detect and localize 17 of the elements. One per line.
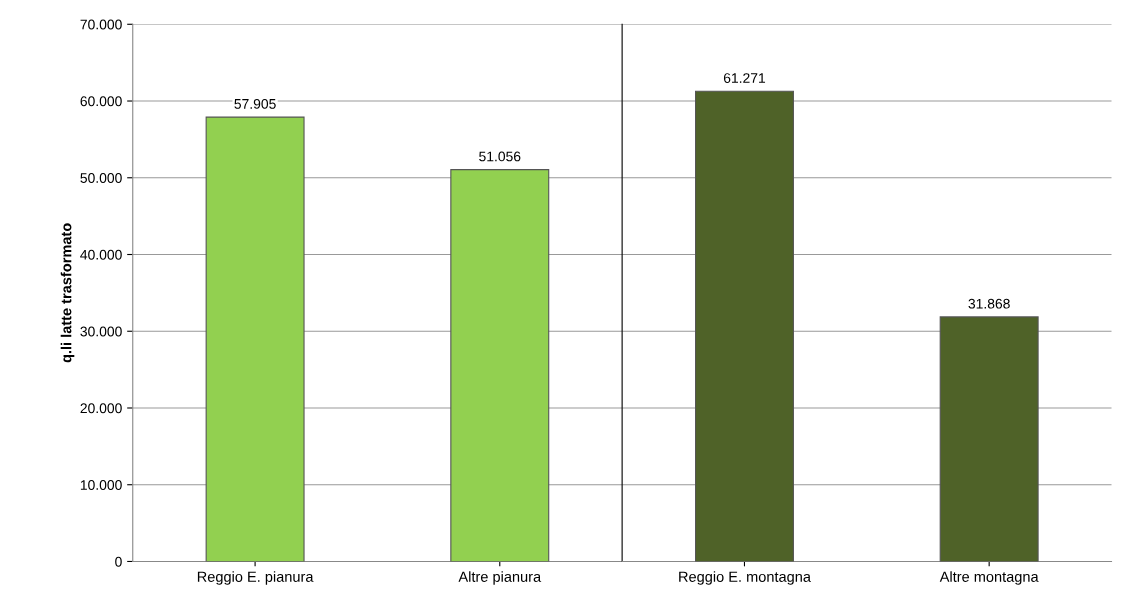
y-tick-label: 10.000 (80, 480, 122, 490)
y-tick-label: 0 (115, 556, 122, 567)
x-tick-label: Reggio E. pianura (197, 571, 314, 585)
y-tick-label: 60.000 (80, 96, 122, 107)
x-tick-label: Altre pianura (458, 571, 542, 585)
y-tick-label: 30.000 (80, 326, 122, 337)
y-tick-label: 20.000 (80, 403, 122, 414)
y-tick-label: 50.000 (80, 173, 122, 183)
y-axis-title: q.li latte trasformato (60, 223, 75, 363)
x-tick-label: Reggio E. montagna (679, 571, 811, 585)
data-label: 51.056 (479, 151, 521, 162)
data-label: 57.905 (234, 98, 276, 109)
y-tick-label: 40.000 (80, 249, 122, 260)
data-label: 61.271 (723, 73, 766, 83)
x-tick-label: Altre montagna (939, 571, 1039, 585)
y-tick-label: 70.000 (80, 19, 122, 30)
data-label: 31.868 (968, 298, 1010, 309)
